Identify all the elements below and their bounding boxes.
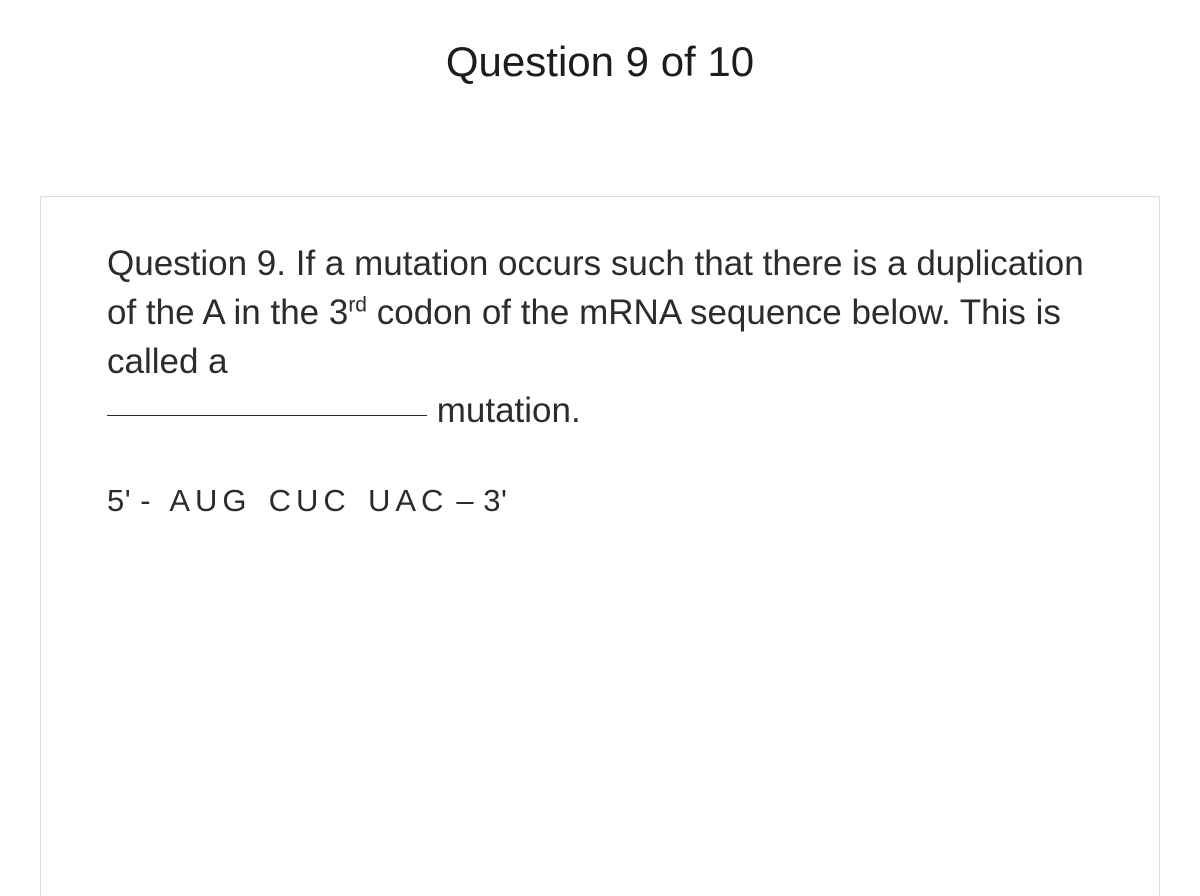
- mrna-sequence: 5' - AUG CUC UAC– 3': [107, 483, 1093, 519]
- question-counter: Question 9 of 10: [0, 38, 1200, 86]
- quiz-container: Question 9 of 10 Question 9. If a mutati…: [0, 0, 1200, 883]
- three-prime-label: – 3': [456, 483, 507, 518]
- five-prime-label: 5' -: [107, 483, 151, 518]
- codon-3: UAC: [368, 483, 456, 518]
- answer-blank[interactable]: [107, 415, 427, 416]
- codon-2: CUC: [269, 483, 359, 518]
- codon-1: AUG: [169, 483, 259, 518]
- ordinal-superscript: rd: [348, 293, 367, 316]
- question-card: Question 9. If a mutation occurs such th…: [40, 196, 1160, 896]
- question-text-after-blank: mutation.: [437, 391, 581, 430]
- question-number-label: Question 9.: [107, 244, 286, 283]
- question-body: Question 9. If a mutation occurs such th…: [107, 239, 1093, 435]
